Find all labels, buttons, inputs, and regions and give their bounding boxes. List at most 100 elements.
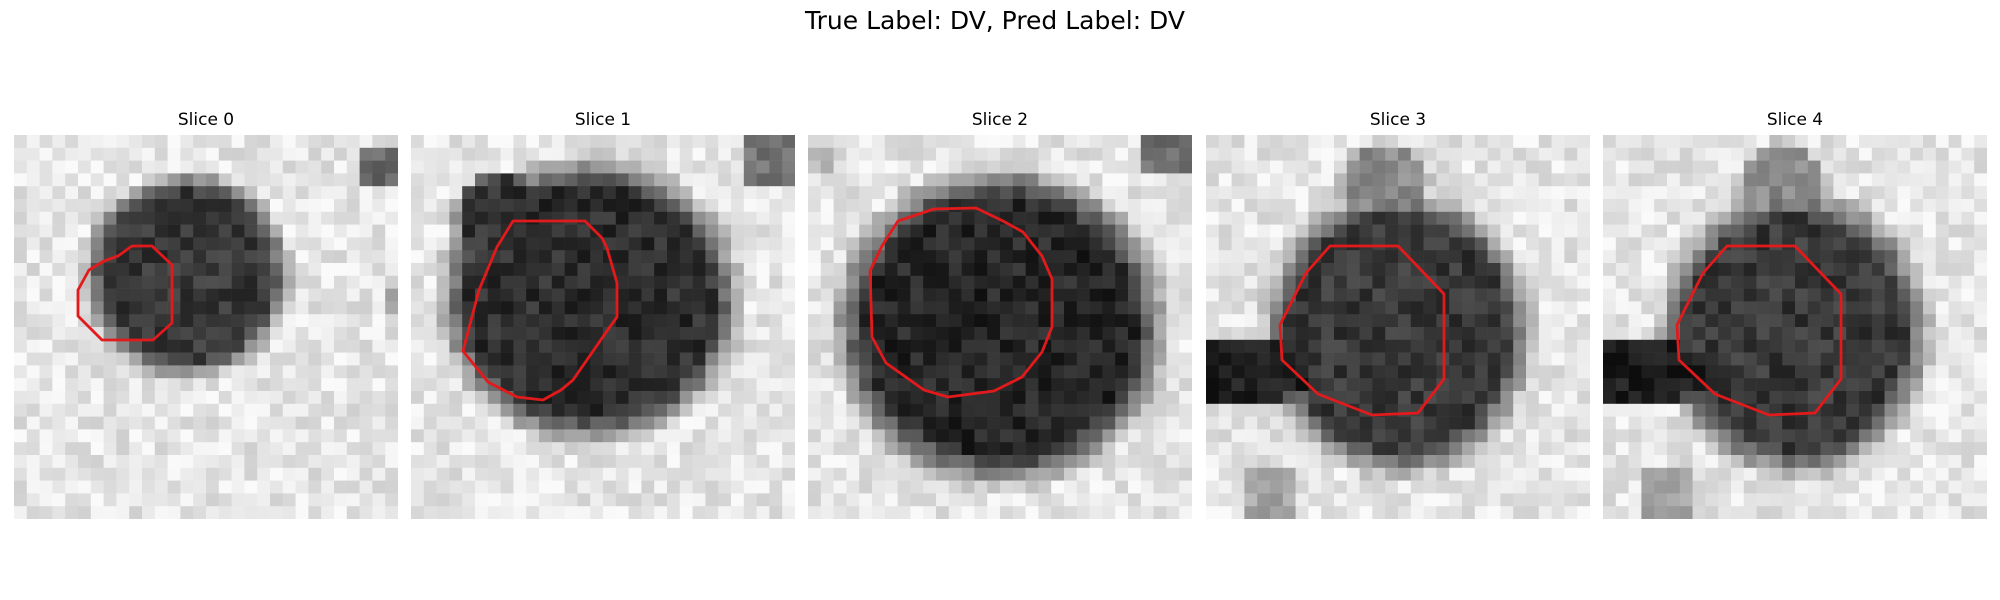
pixel xyxy=(321,186,335,200)
pixel xyxy=(1526,480,1540,494)
pixel xyxy=(1910,442,1924,456)
pixel xyxy=(1961,493,1975,507)
pixel xyxy=(385,506,398,519)
pixel xyxy=(1667,416,1681,430)
pixel xyxy=(1244,493,1258,507)
pixel xyxy=(1282,160,1296,174)
pixel xyxy=(513,480,527,494)
pixel xyxy=(718,135,732,149)
pixel xyxy=(564,403,578,417)
pixel xyxy=(282,237,296,251)
pixel xyxy=(1551,339,1565,353)
pixel xyxy=(1718,147,1732,161)
pixel xyxy=(270,352,284,366)
pixel xyxy=(372,288,386,302)
pixel xyxy=(142,314,156,328)
pixel xyxy=(1769,416,1783,430)
pixel xyxy=(1961,301,1975,315)
pixel xyxy=(743,352,757,366)
pixel xyxy=(1076,506,1090,519)
pixel xyxy=(1679,506,1693,519)
pixel xyxy=(590,352,604,366)
pixel xyxy=(577,429,591,443)
pixel xyxy=(603,199,617,213)
pixel xyxy=(270,391,284,405)
pixel xyxy=(859,352,873,366)
pixel xyxy=(1051,429,1065,443)
pixel xyxy=(372,224,386,238)
pixel xyxy=(1654,442,1668,456)
pixel xyxy=(385,403,398,417)
pixel xyxy=(193,467,207,481)
pixel xyxy=(1372,199,1386,213)
pixel xyxy=(1731,429,1745,443)
pixel xyxy=(1206,237,1220,251)
pixel xyxy=(475,442,489,456)
pixel xyxy=(1577,211,1590,225)
pixel xyxy=(1359,263,1373,277)
pixel xyxy=(1603,429,1617,443)
pixel xyxy=(282,480,296,494)
pixel xyxy=(1923,301,1937,315)
pixel xyxy=(987,467,1001,481)
pixel xyxy=(475,186,489,200)
pixel xyxy=(385,467,398,481)
pixel xyxy=(1846,365,1860,379)
pixel xyxy=(910,365,924,379)
pixel xyxy=(833,352,847,366)
pixel xyxy=(1807,173,1821,187)
pixel xyxy=(1795,365,1809,379)
pixel xyxy=(270,288,284,302)
pixel xyxy=(295,160,309,174)
pixel xyxy=(346,378,360,392)
pixel xyxy=(1526,455,1540,469)
pixel xyxy=(1910,506,1924,519)
pixel xyxy=(1102,391,1116,405)
pixel xyxy=(1128,160,1142,174)
pixel xyxy=(1500,263,1514,277)
pixel xyxy=(756,173,770,187)
pixel xyxy=(1564,327,1578,341)
pixel xyxy=(1436,467,1450,481)
pixel xyxy=(193,250,207,264)
pixel xyxy=(206,442,220,456)
pixel xyxy=(936,467,950,481)
pixel xyxy=(321,378,335,392)
pixel xyxy=(1308,224,1322,238)
pixel xyxy=(180,275,194,289)
pixel xyxy=(820,442,834,456)
pixel xyxy=(78,352,92,366)
pixel xyxy=(1000,314,1014,328)
pixel xyxy=(436,493,450,507)
pixel xyxy=(667,506,681,519)
pixel xyxy=(910,493,924,507)
pixel xyxy=(206,352,220,366)
pixel xyxy=(564,391,578,405)
pixel xyxy=(769,506,783,519)
pixel xyxy=(1628,506,1642,519)
pixel xyxy=(718,275,732,289)
pixel xyxy=(1679,250,1693,264)
pixel xyxy=(295,135,309,149)
pixel xyxy=(718,455,732,469)
pixel xyxy=(1334,263,1348,277)
pixel xyxy=(1603,493,1617,507)
pixel xyxy=(513,237,527,251)
pixel xyxy=(1372,467,1386,481)
pixel xyxy=(1795,173,1809,187)
pixel xyxy=(872,416,886,430)
pixel xyxy=(436,135,450,149)
pixel xyxy=(52,263,66,277)
pixel xyxy=(513,442,527,456)
pixel xyxy=(90,135,104,149)
pixel xyxy=(129,186,143,200)
pixel xyxy=(1474,442,1488,456)
pixel xyxy=(846,391,860,405)
pixel xyxy=(1756,135,1770,149)
pixel xyxy=(180,339,194,353)
pixel xyxy=(1795,327,1809,341)
segmentation-contour xyxy=(461,219,619,402)
pixel xyxy=(1206,211,1220,225)
pixel xyxy=(1615,147,1629,161)
pixel xyxy=(257,173,271,187)
